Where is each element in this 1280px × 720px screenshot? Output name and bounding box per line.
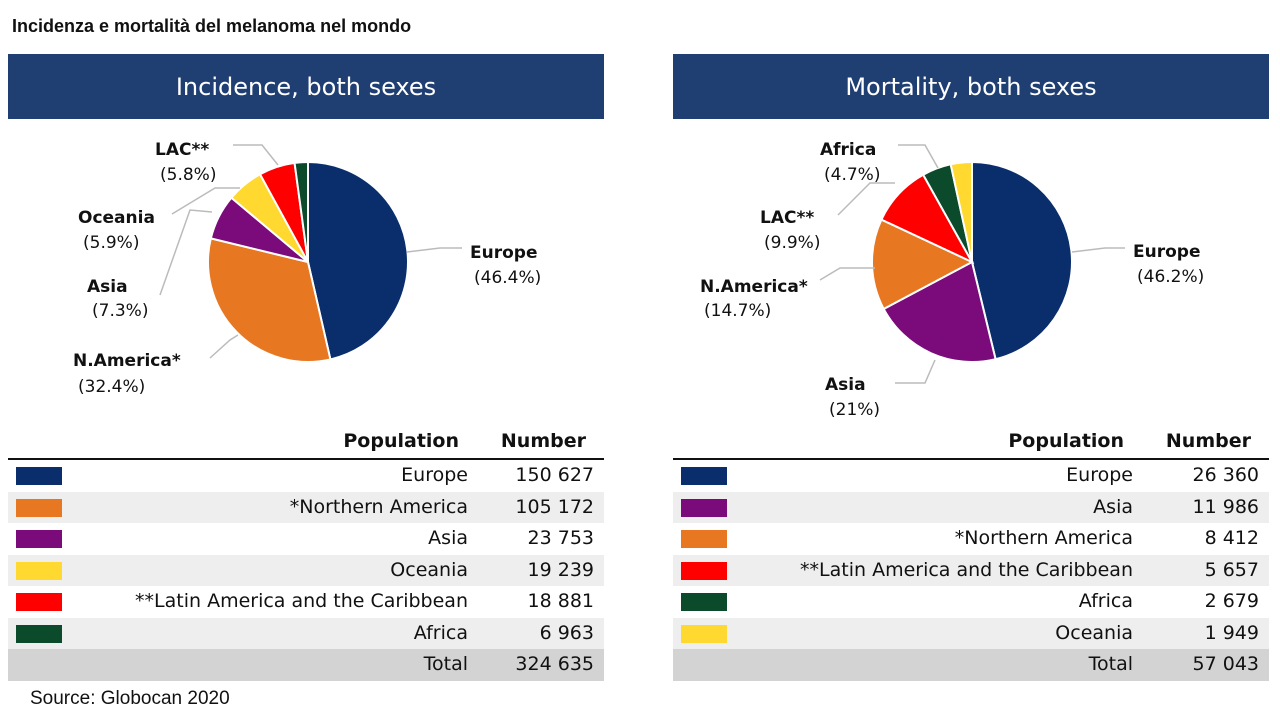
population-cell: **Latin America and the Caribbean bbox=[800, 558, 1133, 581]
table-row: Europe 150 627 bbox=[8, 460, 604, 492]
pct-namerica: (32.4%) bbox=[78, 377, 146, 397]
population-cell: Asia bbox=[428, 527, 468, 549]
col-number: Number bbox=[500, 430, 586, 452]
pct-namerica: (14.7%) bbox=[704, 301, 772, 321]
table-row: Africa 6 963 bbox=[8, 617, 604, 649]
number-cell: 150 627 bbox=[515, 464, 594, 486]
pie-slice-namerica bbox=[207, 237, 332, 363]
pct-europe: (46.2%) bbox=[1137, 267, 1205, 287]
pie-slice-asia bbox=[882, 260, 997, 363]
pie-charts bbox=[159, 144, 1125, 384]
col-population: Population bbox=[343, 430, 459, 452]
number-cell: 1 949 bbox=[1204, 621, 1259, 644]
total-row: Total 324 635 bbox=[8, 649, 604, 681]
label-lac: LAC** bbox=[155, 140, 210, 160]
label-europe: Europe bbox=[470, 243, 538, 263]
total-value: 57 043 bbox=[1192, 653, 1259, 675]
table-row: **Latin America and the Caribbean 5 657 bbox=[673, 554, 1269, 586]
pie-slice-europe bbox=[971, 160, 1073, 361]
table-row: Africa 2 679 bbox=[673, 586, 1269, 618]
table-row: Europe 26 360 bbox=[673, 460, 1269, 492]
pct-lac: (9.9%) bbox=[764, 233, 821, 253]
mortality-pie bbox=[871, 160, 1073, 363]
number-cell: 105 172 bbox=[515, 495, 594, 518]
population-cell: Europe bbox=[1066, 464, 1133, 486]
color-swatch bbox=[681, 593, 727, 611]
number-cell: 5 657 bbox=[1204, 558, 1259, 581]
source-note: Source: Globocan 2020 bbox=[30, 688, 230, 709]
incidence-table: Population Number Europe 150 627 *Northe… bbox=[8, 426, 604, 681]
pct-oceania: (5.9%) bbox=[83, 233, 140, 253]
color-swatch bbox=[16, 498, 62, 517]
population-cell: Oceania bbox=[1055, 621, 1133, 644]
population-cell: *Northern America bbox=[954, 527, 1133, 549]
number-cell: 19 239 bbox=[527, 558, 594, 581]
label-namerica: N.America* bbox=[700, 277, 808, 297]
number-cell: 23 753 bbox=[527, 527, 594, 549]
label-asia: Asia bbox=[87, 277, 128, 297]
total-label: Total bbox=[1088, 653, 1133, 675]
population-cell: Oceania bbox=[390, 558, 468, 581]
population-cell: Africa bbox=[413, 621, 468, 644]
table-row: Oceania 19 239 bbox=[8, 554, 604, 586]
label-lac: LAC** bbox=[760, 208, 815, 228]
table-header: Population Number bbox=[673, 426, 1269, 460]
color-swatch bbox=[16, 530, 62, 548]
incidence-pie bbox=[207, 160, 409, 363]
number-cell: 11 986 bbox=[1192, 495, 1259, 518]
pct-europe: (46.4%) bbox=[474, 268, 542, 288]
color-swatch bbox=[16, 593, 62, 611]
population-cell: Asia bbox=[1093, 495, 1133, 518]
table-header: Population Number bbox=[8, 426, 604, 460]
label-asia: Asia bbox=[825, 375, 866, 395]
population-cell: Europe bbox=[401, 464, 468, 486]
pct-lac: (5.8%) bbox=[160, 165, 217, 185]
table-row: Oceania 1 949 bbox=[673, 617, 1269, 649]
mortality-header: Mortality, both sexes bbox=[673, 54, 1269, 119]
total-label: Total bbox=[423, 653, 468, 675]
label-europe: Europe bbox=[1133, 242, 1201, 262]
pct-asia: (21%) bbox=[829, 400, 881, 420]
number-cell: 26 360 bbox=[1192, 464, 1259, 486]
color-swatch bbox=[16, 467, 62, 485]
pie-slice-europe bbox=[307, 160, 409, 361]
col-number: Number bbox=[1165, 430, 1251, 452]
number-cell: 2 679 bbox=[1204, 590, 1259, 612]
color-swatch bbox=[681, 467, 727, 485]
number-cell: 8 412 bbox=[1204, 527, 1259, 549]
table-row: *Northern America 8 412 bbox=[673, 523, 1269, 555]
population-cell: Africa bbox=[1078, 590, 1133, 612]
pie-slice-namerica bbox=[871, 218, 975, 311]
page-title: Incidenza e mortalità del melanoma nel m… bbox=[12, 16, 412, 36]
number-cell: 6 963 bbox=[539, 621, 594, 644]
pie-slice-africa bbox=[293, 160, 309, 263]
label-africa: Africa bbox=[820, 140, 877, 160]
table-row: Asia 23 753 bbox=[8, 523, 604, 555]
color-swatch bbox=[16, 561, 62, 580]
color-swatch bbox=[681, 530, 727, 548]
color-swatch bbox=[681, 624, 727, 643]
incidence-header: Incidence, both sexes bbox=[8, 54, 604, 119]
total-value: 324 635 bbox=[515, 653, 594, 675]
mortality-table: Population Number Europe 26 360 Asia 11 … bbox=[673, 426, 1269, 681]
table-row: **Latin America and the Caribbean 18 881 bbox=[8, 586, 604, 618]
table-row: Asia 11 986 bbox=[673, 491, 1269, 523]
leader-lines bbox=[159, 144, 1125, 384]
pct-africa: (4.7%) bbox=[824, 165, 881, 185]
label-namerica: N.America* bbox=[73, 351, 181, 371]
table-row: *Northern America 105 172 bbox=[8, 491, 604, 523]
number-cell: 18 881 bbox=[527, 590, 594, 612]
color-swatch bbox=[681, 561, 727, 580]
pct-asia: (7.3%) bbox=[92, 301, 149, 321]
color-swatch bbox=[16, 624, 62, 643]
label-oceania: Oceania bbox=[78, 208, 155, 228]
population-cell: **Latin America and the Caribbean bbox=[135, 590, 468, 612]
population-cell: *Northern America bbox=[289, 495, 468, 518]
total-row: Total 57 043 bbox=[673, 649, 1269, 681]
pie-slice-oceania bbox=[949, 160, 973, 263]
col-population: Population bbox=[1008, 430, 1124, 452]
color-swatch bbox=[681, 498, 727, 517]
